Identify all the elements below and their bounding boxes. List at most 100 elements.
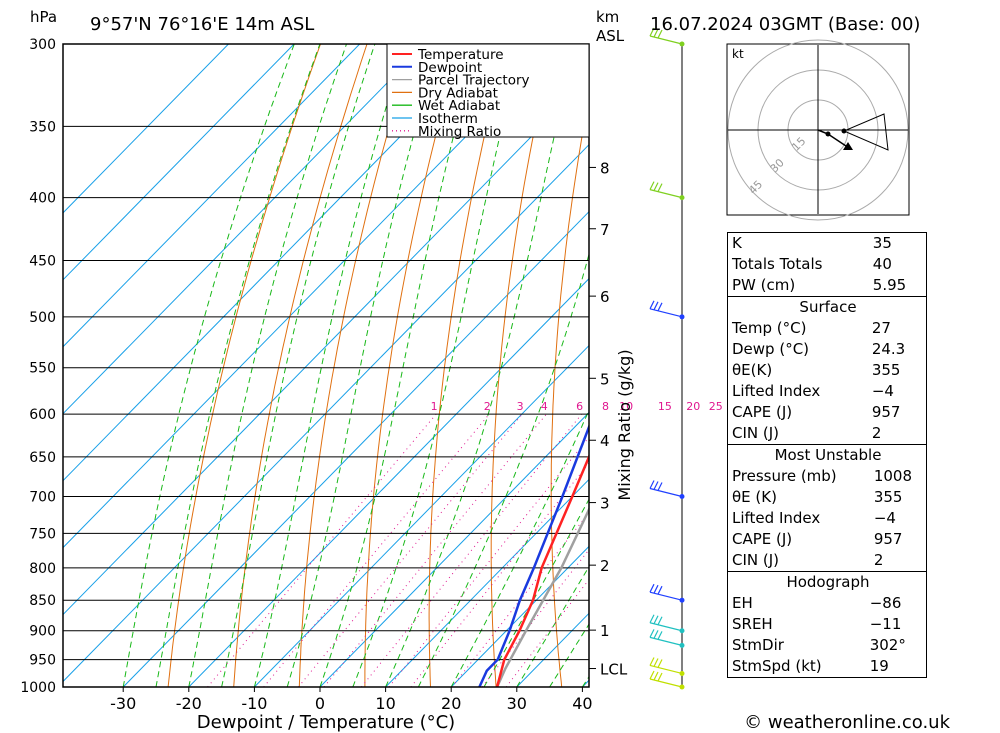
pressure-tick-label: 400: [29, 191, 56, 207]
wind-barb-shaft: [649, 487, 683, 498]
x-tick-label: -10: [241, 694, 267, 713]
isotherm-line: [63, 77, 589, 616]
dry-adiabat-line: [924, 26, 1000, 687]
plot-frame: [62, 43, 590, 688]
surface-dewp-value: 24.3: [871, 340, 906, 358]
dewpoint-line: [478, 423, 589, 687]
wind-barb-feather: [657, 672, 663, 682]
wind-barb-shaft: [649, 678, 683, 688]
wet-adiabat-line: [417, 252, 589, 687]
wind-barb-feather: [649, 670, 655, 680]
mixing-ratio-line: [451, 511, 589, 687]
wet-adiabat-line: [385, 44, 576, 687]
isotherm-line: [188, 277, 589, 687]
wind-barb-feather: [653, 615, 659, 624]
wind-barb: [649, 657, 683, 675]
mu-pressure-value: 1008: [873, 467, 913, 485]
surface-theta-label: θE(K): [732, 361, 773, 379]
km-tick-label: 7: [600, 221, 610, 239]
pressure-tick-label: 1000: [20, 680, 56, 696]
x-tick-label: 0: [315, 694, 325, 713]
km-tick-label: 3: [600, 495, 610, 513]
tt-label: Totals Totals: [732, 255, 823, 273]
x-tick-label: -30: [110, 694, 136, 713]
surface-dewp-label: Dewp (°C): [732, 340, 810, 358]
eh-label: EH: [732, 594, 753, 612]
wind-barb-feather: [649, 27, 655, 37]
storm-motion-marker: [843, 142, 853, 150]
surface-cin-value: 2: [871, 424, 882, 442]
mu-cape-label: CAPE (J): [732, 530, 793, 548]
stmdir-value: 302°: [869, 636, 906, 654]
wind-barb-shaft: [649, 308, 683, 318]
pressure-tick-label: 600: [29, 407, 56, 423]
sreh-label: SREH: [732, 615, 773, 633]
sreh-value: −11: [869, 615, 902, 633]
pressure-tick-label: 500: [29, 310, 56, 326]
dry-adiabat-line: [167, 44, 322, 687]
surface-temp-label: Temp (°C): [732, 319, 807, 337]
mixing-ratio-line: [263, 413, 490, 687]
dry-adiabat-line: [298, 44, 415, 687]
x-tick-label: 30: [507, 694, 527, 713]
legend-entry: Dry Adiabat: [418, 85, 498, 101]
wind-barb-feather: [657, 631, 663, 640]
isotherm-line: [254, 344, 589, 687]
isotherm-line: [63, 44, 557, 549]
pressure-tick-label: 850: [29, 593, 56, 609]
storm-motion-triangle: [842, 113, 889, 151]
wet-adiabat-line: [286, 44, 440, 687]
dry-adiabat-line: [971, 26, 1000, 687]
wind-barb-feather: [653, 481, 659, 490]
wind-barb-feather: [657, 659, 663, 668]
mixing-ratio-line: [505, 578, 589, 687]
wet-adiabat-line: [155, 44, 321, 687]
x-tick-label: -20: [176, 694, 202, 713]
isotherm-line: [63, 44, 295, 281]
wind-barb: [649, 480, 683, 498]
wind-barb-feather: [653, 671, 659, 681]
asl-label: ASL: [596, 27, 625, 45]
wind-barb: [649, 670, 683, 688]
x-tick-label: 10: [375, 694, 395, 713]
mixing-ratio-label: 4: [541, 400, 548, 413]
wind-barb-feather: [653, 182, 659, 191]
surface-cape-value: 957: [871, 403, 901, 421]
wet-adiabat-line: [253, 44, 406, 687]
pw-value: 5.95: [872, 276, 907, 294]
surface-title: Surface: [799, 298, 857, 316]
surface-li-value: −4: [871, 382, 894, 400]
mixing-ratio-line: [298, 413, 523, 687]
stmspd-label: StmSpd (kt): [732, 657, 822, 675]
surface-cape-label: CAPE (J): [732, 403, 793, 421]
dry-adiabat-line: [490, 44, 554, 687]
km-tick-label: 1: [600, 622, 610, 640]
pressure-tick-label: 350: [29, 119, 56, 135]
dry-adiabat-line: [666, 26, 696, 687]
stmspd-value: 19: [869, 657, 889, 675]
hodograph-title: Hodograph: [786, 573, 870, 591]
indices-surface: Surface Temp (°C) 27 Dewp (°C) 24.3 θE(K) 3…: [727, 296, 927, 445]
tt-value: 40: [872, 255, 892, 273]
surface-cin-label: CIN (J): [732, 424, 780, 442]
credit: © weatheronline.co.uk: [744, 712, 950, 733]
pressure-tick-label: 900: [29, 624, 56, 640]
wind-barb-feather: [657, 302, 663, 312]
wind-barb: [649, 181, 683, 199]
wind-barb-feather: [653, 630, 659, 639]
parcel-trajectory-line: [495, 506, 589, 687]
wind-barb-shaft: [649, 591, 683, 601]
wind-barb-feather: [657, 482, 663, 491]
wind-barb-feather: [653, 301, 659, 311]
hpa-label: hPa: [30, 8, 57, 26]
wind-barb-shaft: [649, 622, 683, 632]
isotherm-line: [63, 44, 361, 348]
mu-title: Most Unstable: [774, 446, 882, 464]
mu-li-label: Lifted Index: [732, 509, 821, 527]
wind-barb-feather: [649, 181, 655, 190]
pressure-tick-label: 700: [29, 490, 56, 506]
isotherm-line: [122, 210, 589, 687]
mu-cin-label: CIN (J): [732, 551, 780, 569]
